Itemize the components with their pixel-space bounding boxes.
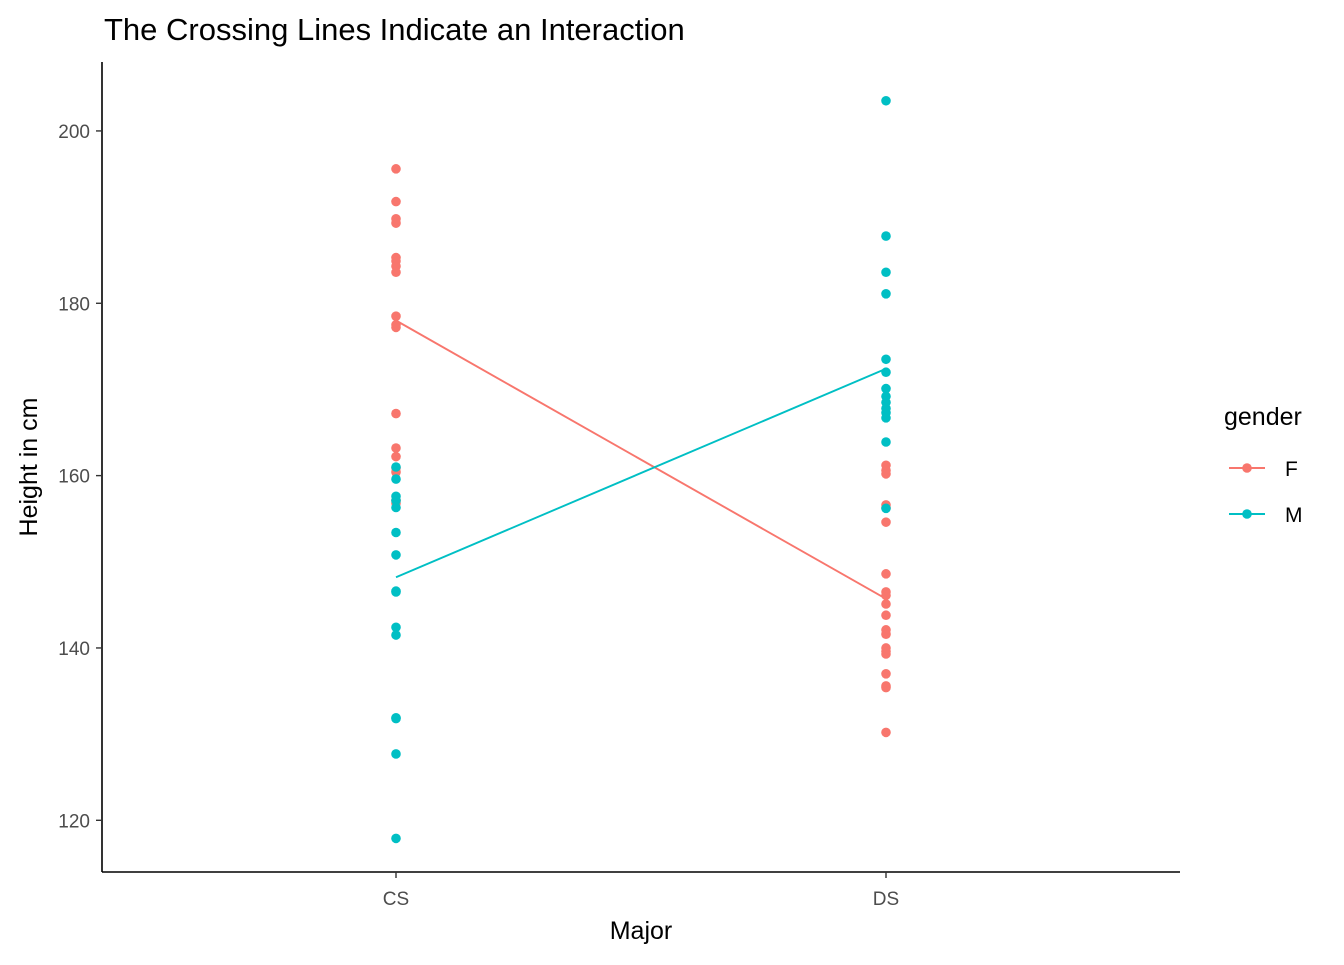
data-point-F [391, 408, 401, 419]
data-point-F [881, 610, 891, 621]
mean-line-F [395, 319, 887, 600]
data-points [391, 95, 891, 844]
data-point-F [391, 311, 401, 322]
legend-title: gender [1224, 403, 1302, 431]
data-point-M [881, 354, 891, 365]
data-point-M [391, 462, 401, 472]
y-tick-label: 200 [58, 122, 90, 143]
legend: gender FM [1224, 403, 1303, 527]
data-point-M [391, 474, 401, 484]
data-point-M [391, 833, 401, 844]
data-point-M [391, 713, 401, 724]
x-axis-ticks: CS DS [383, 872, 899, 910]
y-tick-label: 140 [58, 639, 90, 660]
data-point-M [881, 383, 891, 394]
mean-lines [395, 319, 887, 600]
data-point-F [881, 682, 891, 693]
data-point-F [391, 164, 401, 174]
data-point-F [881, 517, 891, 527]
legend-label: M [1285, 504, 1303, 527]
y-axis-label: Height in cm [15, 398, 43, 537]
data-point-F [391, 443, 401, 453]
data-point-M [391, 749, 401, 759]
data-point-M [881, 437, 891, 447]
data-point-F [881, 669, 891, 679]
data-point-F [881, 590, 891, 601]
data-point-M [881, 503, 891, 514]
data-point-M [391, 550, 401, 560]
data-point-F [881, 629, 891, 639]
mean-line-M [395, 367, 887, 579]
x-tick-label: CS [383, 889, 409, 910]
data-point-M [881, 367, 891, 378]
y-tick-label: 160 [58, 467, 90, 488]
data-point-F [391, 322, 401, 333]
data-point-M [881, 288, 891, 299]
data-point-M [391, 587, 401, 597]
data-point-F [391, 451, 401, 462]
x-axis-label: Major [610, 917, 673, 945]
data-point-F [391, 267, 401, 278]
data-point-F [881, 649, 891, 659]
data-point-M [391, 502, 401, 513]
data-point-M [391, 622, 401, 633]
legend-items: FM [1229, 458, 1303, 527]
data-point-F [881, 569, 891, 579]
data-point-F [391, 218, 401, 228]
x-tick-label: DS [873, 889, 899, 910]
legend-key-point [1242, 463, 1252, 473]
data-point-F [881, 469, 891, 479]
data-point-F [391, 196, 401, 207]
data-point-M [881, 267, 891, 278]
y-tick-label: 120 [58, 811, 90, 832]
data-point-M [391, 527, 401, 538]
data-point-F [881, 727, 891, 738]
data-point-M [881, 231, 891, 241]
legend-key-point [1242, 509, 1252, 519]
data-point-M [881, 95, 891, 106]
chart-title: The Crossing Lines Indicate an Interacti… [104, 12, 685, 47]
legend-label: F [1285, 458, 1298, 481]
data-point-F [881, 599, 891, 609]
y-tick-label: 180 [58, 294, 90, 315]
data-point-M [391, 630, 401, 640]
data-point-M [391, 495, 401, 506]
data-point-M [881, 413, 891, 423]
y-axis-ticks: 120 140 160 180 200 [58, 122, 102, 832]
